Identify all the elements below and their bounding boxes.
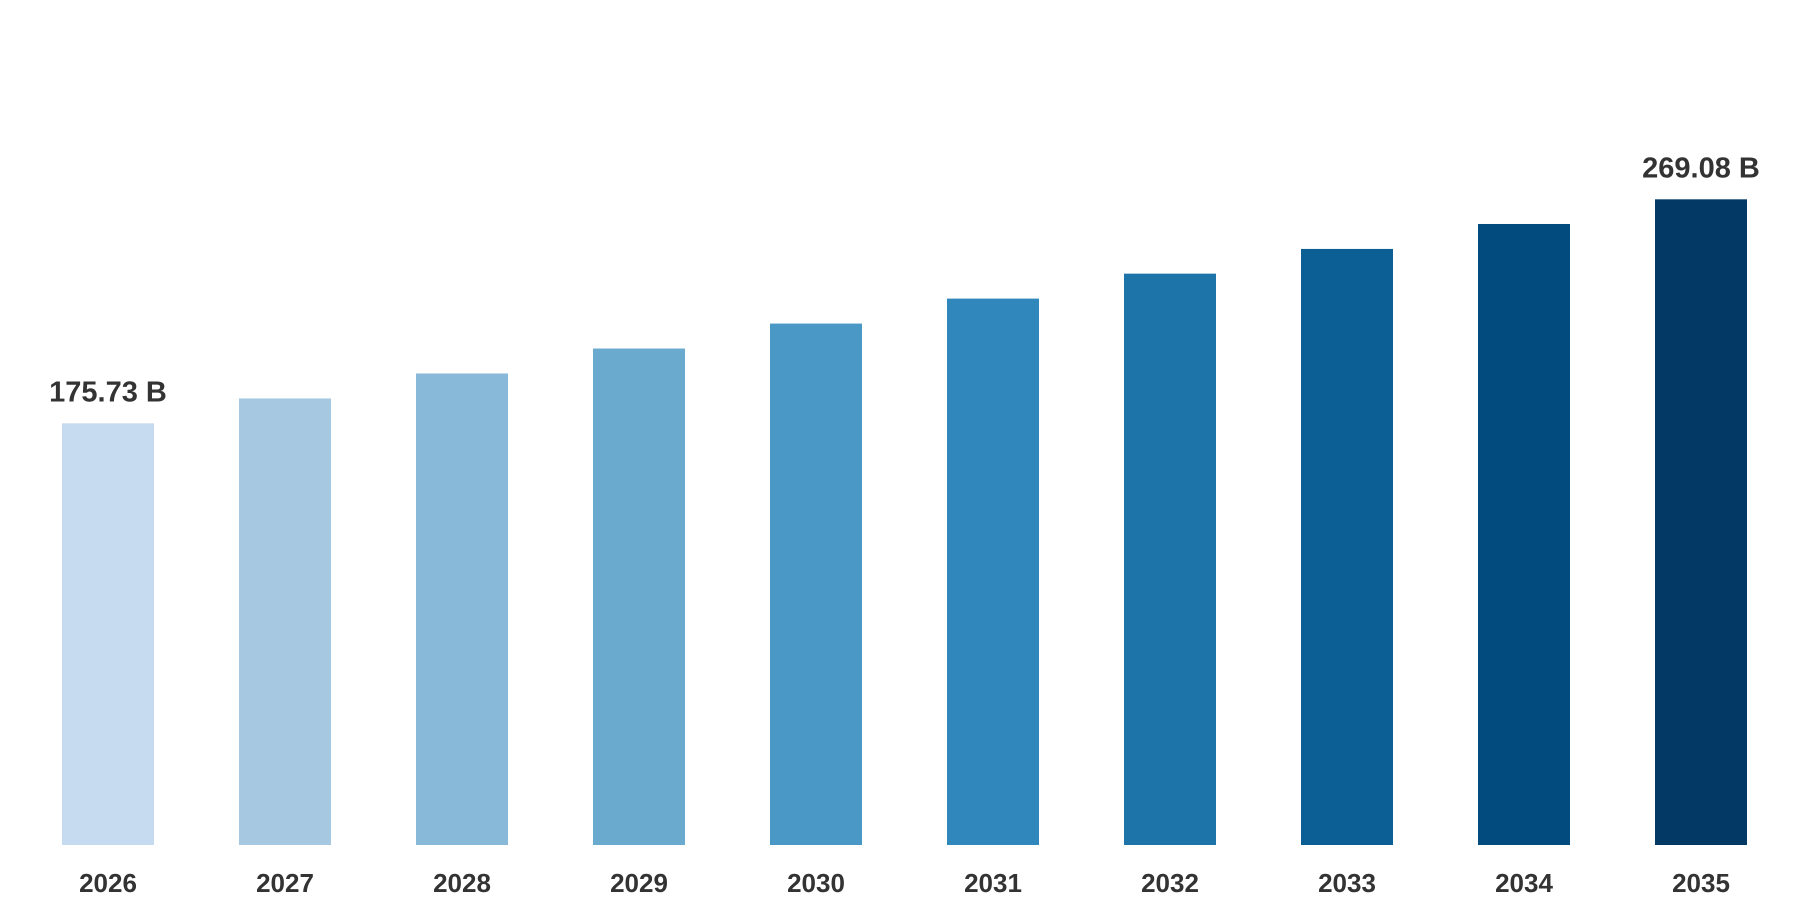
bar-2030 [770, 323, 862, 846]
x-tick-label-2034: 2034 [1495, 868, 1553, 898]
x-tick-label-2031: 2031 [964, 868, 1022, 898]
x-tick-label-2035: 2035 [1672, 868, 1730, 898]
x-tick-label-2028: 2028 [433, 868, 491, 898]
bar-2027 [239, 398, 331, 845]
data-labels-group: 175.73 B 269.08 B [49, 152, 1760, 408]
bar-2029 [593, 348, 685, 845]
x-tick-label-2026: 2026 [79, 868, 137, 898]
bar-2033 [1301, 248, 1393, 846]
bars-group [62, 199, 1747, 846]
data-label-2026: 175.73 B [49, 376, 167, 408]
x-tick-label-2033: 2033 [1318, 868, 1376, 898]
x-tick-label-2027: 2027 [256, 868, 314, 898]
bar-2026 [62, 423, 154, 845]
bar-2035 [1655, 199, 1747, 846]
x-axis-tick-labels: 2026 2027 2028 2029 2030 2031 2032 2033 2034 2035 [79, 868, 1730, 898]
bar-2031 [947, 298, 1039, 845]
x-tick-label-2029: 2029 [610, 868, 668, 898]
bar-2028 [416, 373, 508, 845]
bar-2034 [1478, 223, 1570, 845]
x-tick-label-2030: 2030 [787, 868, 845, 898]
x-tick-label-2032: 2032 [1141, 868, 1199, 898]
data-label-2035: 269.08 B [1642, 152, 1760, 184]
bar-2032 [1124, 273, 1216, 845]
